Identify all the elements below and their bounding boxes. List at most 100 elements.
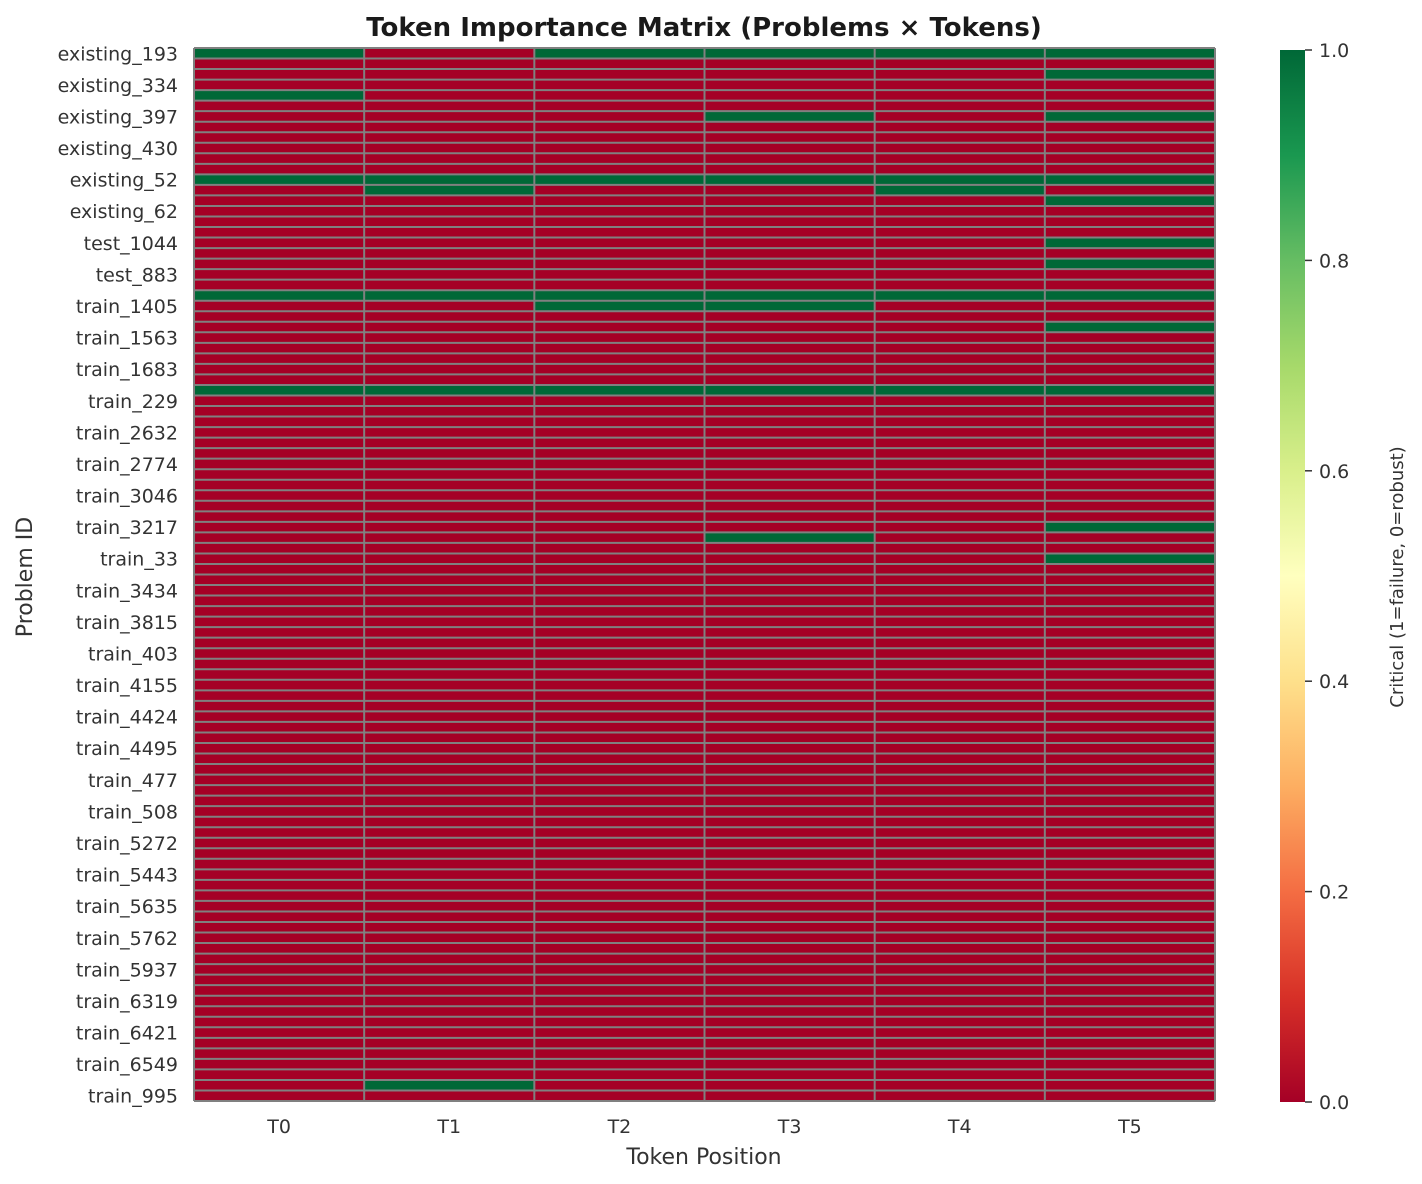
- heatmap-cell: [534, 1058, 705, 1070]
- heatmap-cell: [874, 384, 1046, 396]
- heatmap-cell: [874, 1027, 1046, 1039]
- heatmap-cell: [364, 921, 535, 933]
- heatmap-cell: [534, 816, 705, 828]
- heatmap-cell: [364, 427, 535, 438]
- heatmap-cell: [704, 1058, 875, 1070]
- heatmap-cell: [534, 574, 705, 586]
- heatmap-cell: [1044, 342, 1216, 354]
- heatmap-cell: [874, 58, 1046, 70]
- heatmap-cell: [194, 679, 365, 691]
- heatmap-cell: [194, 595, 365, 607]
- heatmap-cell: [194, 921, 365, 933]
- heatmap-cell: [874, 1006, 1046, 1018]
- heatmap-cell: [874, 806, 1046, 817]
- heatmap-cell: [874, 690, 1046, 702]
- heatmap-cell: [364, 669, 535, 681]
- heatmap-cell: [704, 932, 875, 944]
- heatmap-cell: [1044, 279, 1216, 291]
- heatmap-cell: [704, 258, 875, 270]
- heatmap-cell: [704, 121, 875, 133]
- heatmap-cell: [1044, 1037, 1216, 1049]
- heatmap-cell: [1044, 1090, 1216, 1102]
- heatmap-cell: [194, 153, 365, 165]
- heatmap-cell: [194, 890, 365, 902]
- heatmap-cell: [364, 700, 535, 712]
- heatmap-cell: [874, 563, 1046, 575]
- heatmap-cell: [704, 395, 875, 407]
- heatmap-cell: [194, 384, 365, 396]
- heatmap-cell: [194, 1048, 365, 1060]
- heatmap-cell: [874, 332, 1046, 344]
- heatmap-cell: [704, 227, 875, 238]
- heatmap-cell: [194, 511, 365, 523]
- heatmap-cell: [364, 132, 535, 144]
- heatmap-cell: [364, 100, 535, 112]
- heatmap-cell: [534, 764, 705, 775]
- heatmap-cell: [534, 406, 705, 417]
- heatmap-cell: [364, 353, 535, 365]
- heatmap-cell: [364, 363, 535, 375]
- heatmap-cell: [534, 248, 705, 259]
- heatmap-cell: [704, 806, 875, 817]
- heatmap-cell: [534, 132, 705, 144]
- heatmap-cell: [364, 511, 535, 523]
- y-tick-label: train_2774: [76, 454, 178, 476]
- heatmap-cell: [194, 332, 365, 344]
- heatmap-cell: [874, 279, 1046, 291]
- heatmap-cell: [874, 1058, 1046, 1070]
- heatmap-cell: [194, 711, 365, 723]
- y-tick-label: train_3434: [76, 580, 178, 602]
- heatmap-cell: [874, 490, 1046, 502]
- heatmap-cell: [194, 648, 365, 660]
- heatmap-cell: [194, 806, 365, 817]
- heatmap-cell: [364, 1016, 535, 1028]
- heatmap-cell: [534, 521, 705, 533]
- heatmap-cell: [534, 995, 705, 1007]
- heatmap-cell: [194, 458, 365, 470]
- heatmap-cell: [364, 153, 535, 165]
- heatmap-cell: [874, 1016, 1046, 1028]
- heatmap-cell: [704, 384, 875, 396]
- heatmap-cell: [1044, 205, 1216, 217]
- heatmap-cell: [194, 111, 365, 123]
- heatmap-cell: [534, 785, 705, 796]
- y-tick-label: train_3815: [76, 612, 178, 634]
- heatmap-cell: [874, 732, 1046, 744]
- heatmap-cell: [1044, 521, 1216, 533]
- heatmap-cell: [534, 311, 705, 323]
- heatmap-cell: [364, 690, 535, 702]
- heatmap-cell: [364, 90, 535, 101]
- heatmap-cell: [534, 595, 705, 607]
- heatmap-cell: [1044, 985, 1216, 996]
- heatmap-cell: [364, 795, 535, 807]
- heatmap-cell: [534, 669, 705, 681]
- heatmap-cell: [1044, 721, 1216, 733]
- heatmap-cell: [194, 227, 365, 238]
- heatmap-cell: [874, 248, 1046, 259]
- heatmap-cell: [364, 69, 535, 80]
- heatmap-cell: [534, 290, 705, 302]
- heatmap-cell: [364, 827, 535, 839]
- heatmap-cell: [534, 121, 705, 133]
- heatmap-cell: [194, 69, 365, 80]
- heatmap-cell: [194, 237, 365, 249]
- heatmap-cell: [194, 195, 365, 207]
- colorbar-ticks: 0.0 0.2 0.4 0.6 0.8 1.0: [1305, 40, 1349, 1114]
- heatmap-cell: [874, 395, 1046, 407]
- heatmap-cell: [874, 437, 1046, 449]
- heatmap-cell: [874, 427, 1046, 438]
- heatmap-cell: [1044, 111, 1216, 123]
- heatmap-cell: [874, 511, 1046, 523]
- heatmap-cell: [704, 858, 875, 870]
- heatmap-cell: [1044, 742, 1216, 754]
- y-tick-label: existing_52: [70, 170, 178, 192]
- heatmap-cell: [364, 490, 535, 502]
- heatmap-cell: [704, 427, 875, 438]
- heatmap-cell: [874, 174, 1046, 186]
- heatmap-cell: [1044, 227, 1216, 238]
- heatmap-cell: [874, 111, 1046, 123]
- heatmap-cell: [1044, 753, 1216, 765]
- heatmap-cell: [1044, 595, 1216, 607]
- heatmap-cell: [364, 458, 535, 470]
- heatmap-cell: [194, 585, 365, 596]
